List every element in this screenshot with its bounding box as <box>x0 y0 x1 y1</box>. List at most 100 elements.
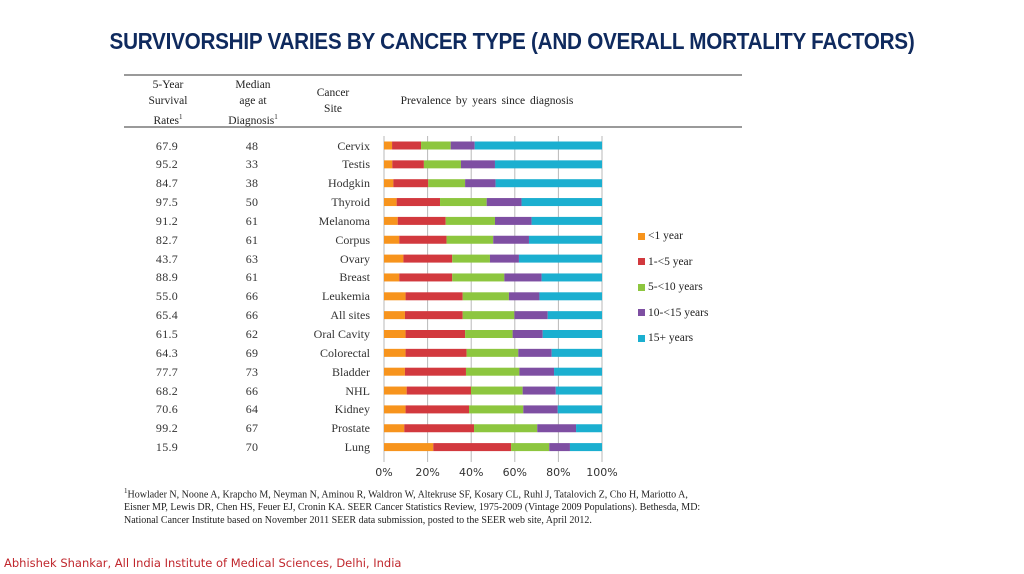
bar-segment <box>450 141 475 150</box>
survival-rate-cell: 15.9 <box>155 440 179 455</box>
bar-segment <box>539 292 602 301</box>
bar-segment <box>404 311 463 320</box>
bar-segment <box>511 443 550 452</box>
bar-segment <box>384 424 405 433</box>
median-age-cell: 50 <box>245 195 259 210</box>
header-median-age: Median age at Diagnosis1 <box>213 77 293 129</box>
bar-segment <box>522 386 556 395</box>
median-age-cell: 69 <box>245 345 259 360</box>
bar-segment <box>494 160 602 169</box>
bar-segment <box>460 160 495 169</box>
bar-segment <box>508 292 540 301</box>
bar-segment <box>405 292 463 301</box>
survival-rate-cell: 61.5 <box>155 327 179 341</box>
survival-rate-cell: 77.7 <box>155 364 179 379</box>
cancer-site-label: Prostate <box>331 421 370 436</box>
legend-label: 10-<15 years <box>648 306 709 319</box>
header-median-line1: Median <box>235 79 271 91</box>
bar-segment <box>470 386 523 395</box>
bar-segment <box>405 405 470 414</box>
header-median-line2: age at <box>239 95 267 107</box>
table-header-rule <box>124 126 742 128</box>
legend-label: 1-<5 year <box>648 255 693 268</box>
bar-segment <box>554 367 602 376</box>
survival-rate-cell: 64.3 <box>155 345 179 360</box>
footnote-line-3: National Cancer Institute based on Novem… <box>124 515 592 527</box>
bar-segment <box>384 273 400 282</box>
survival-rate-cell: 43.7 <box>155 251 179 266</box>
legend-item: 5-<10 years <box>638 281 703 293</box>
cancer-site-label: NHL <box>345 383 370 398</box>
bar-segment <box>405 348 467 357</box>
bar-segment <box>531 216 602 225</box>
bar-segment <box>392 160 424 169</box>
median-age-cell: 66 <box>245 308 259 323</box>
survival-rate-cell: 70.6 <box>155 402 179 417</box>
legend-swatch <box>638 258 645 265</box>
bar-segment <box>474 424 538 433</box>
median-age-cell: 64 <box>245 402 259 417</box>
bar-segment <box>495 179 602 188</box>
bar-segment <box>523 405 558 414</box>
header-survival-line1: 5-Year <box>152 79 184 91</box>
legend-item: 15+ years <box>638 332 693 344</box>
legend-item: <1 year <box>638 230 683 242</box>
bar-segment <box>557 405 602 414</box>
bar-segment <box>569 443 602 452</box>
bar-segment <box>549 443 570 452</box>
bar-segment <box>452 273 505 282</box>
bar-segment <box>547 311 602 320</box>
bar-segment <box>465 330 513 338</box>
cancer-site-label: Hodgkin <box>328 176 370 191</box>
bar-segment <box>440 198 487 207</box>
header-median-line3: Diagnosis <box>228 114 275 127</box>
header-survival-line2: Survival <box>148 95 188 107</box>
bar-segment <box>465 367 520 376</box>
median-age-cell: 70 <box>245 440 259 455</box>
header-prevalence: Prevalence by years since diagnosis <box>400 95 574 107</box>
bar-segment <box>551 348 602 357</box>
median-age-cell: 48 <box>245 138 259 153</box>
bar-segment <box>384 141 393 150</box>
survival-rate-cell: 99.2 <box>155 421 179 436</box>
bar-segment <box>462 292 509 301</box>
bar-segment <box>384 179 394 188</box>
author-credit: Abhishek Shankar, All India Institute of… <box>4 556 402 570</box>
legend-item: 1-<5 year <box>638 256 692 268</box>
bar-segment <box>384 330 406 338</box>
bar-segment <box>493 235 529 244</box>
bar-segment <box>462 311 515 320</box>
slide-title: SURVIVORSHIP VARIES BY CANCER TYPE (AND … <box>109 28 915 54</box>
bar-segment <box>384 443 434 452</box>
bar-segment <box>494 216 532 225</box>
median-age-cell: 67 <box>245 421 259 436</box>
bar-segment <box>446 235 494 244</box>
legend-item: 10-<15 years <box>638 307 708 319</box>
bar-segment <box>528 235 602 244</box>
bar-segment <box>469 405 524 414</box>
bar-segment <box>406 386 471 395</box>
bar-segment <box>521 198 602 207</box>
bar-segment <box>397 216 446 225</box>
bar-segment <box>423 160 461 169</box>
survival-rate-cell: 68.2 <box>155 383 179 398</box>
legend-swatch <box>638 309 645 316</box>
bar-segment <box>393 179 429 188</box>
survival-rate-cell: 97.5 <box>155 195 179 210</box>
bar-segment <box>392 141 422 150</box>
survival-rate-cell: 65.4 <box>155 308 179 323</box>
header-site-line1: Cancer <box>316 87 350 99</box>
bar-segment <box>384 311 405 320</box>
median-age-cell: 62 <box>245 327 259 341</box>
x-tick-label: 20% <box>415 466 439 479</box>
bar-segment <box>384 405 406 414</box>
bar-segment <box>384 348 406 357</box>
median-age-cell: 61 <box>245 213 259 228</box>
bar-segment <box>512 330 543 338</box>
bar-segment <box>466 348 519 357</box>
bar-segment <box>384 235 400 244</box>
survival-rate-cell: 55.0 <box>155 289 179 304</box>
survival-rate-cell: 67.9 <box>155 138 179 153</box>
header-survival-rates: 5-Year Survival Rates1 <box>128 77 208 129</box>
